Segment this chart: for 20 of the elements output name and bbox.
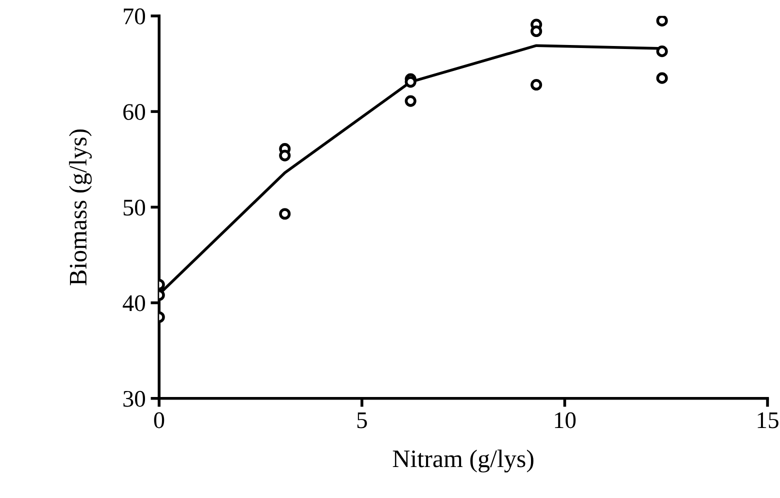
x-tick-label: 5 <box>357 412 367 428</box>
x-axis-title: Nitram (g/lys) <box>392 450 534 472</box>
y-tick-label: 70 <box>124 8 146 24</box>
point <box>279 208 291 220</box>
y-tick-label: 30 <box>123 390 146 407</box>
y-tick-label: 60 <box>123 104 146 120</box>
point <box>530 25 542 38</box>
point <box>656 16 668 26</box>
point <box>279 150 291 162</box>
point <box>530 79 542 91</box>
x-tick-label: 0 <box>154 412 164 428</box>
point <box>404 95 416 107</box>
y-tick-label: 40 <box>122 295 146 312</box>
point <box>656 46 668 58</box>
x-tick-label: 10 <box>554 412 576 428</box>
point <box>656 72 668 84</box>
y-axis-title: Biomass (g/lys) <box>69 129 92 286</box>
x-tick-label: 15 <box>758 412 778 428</box>
y-tick-label: 50 <box>124 200 146 216</box>
point <box>404 76 416 88</box>
